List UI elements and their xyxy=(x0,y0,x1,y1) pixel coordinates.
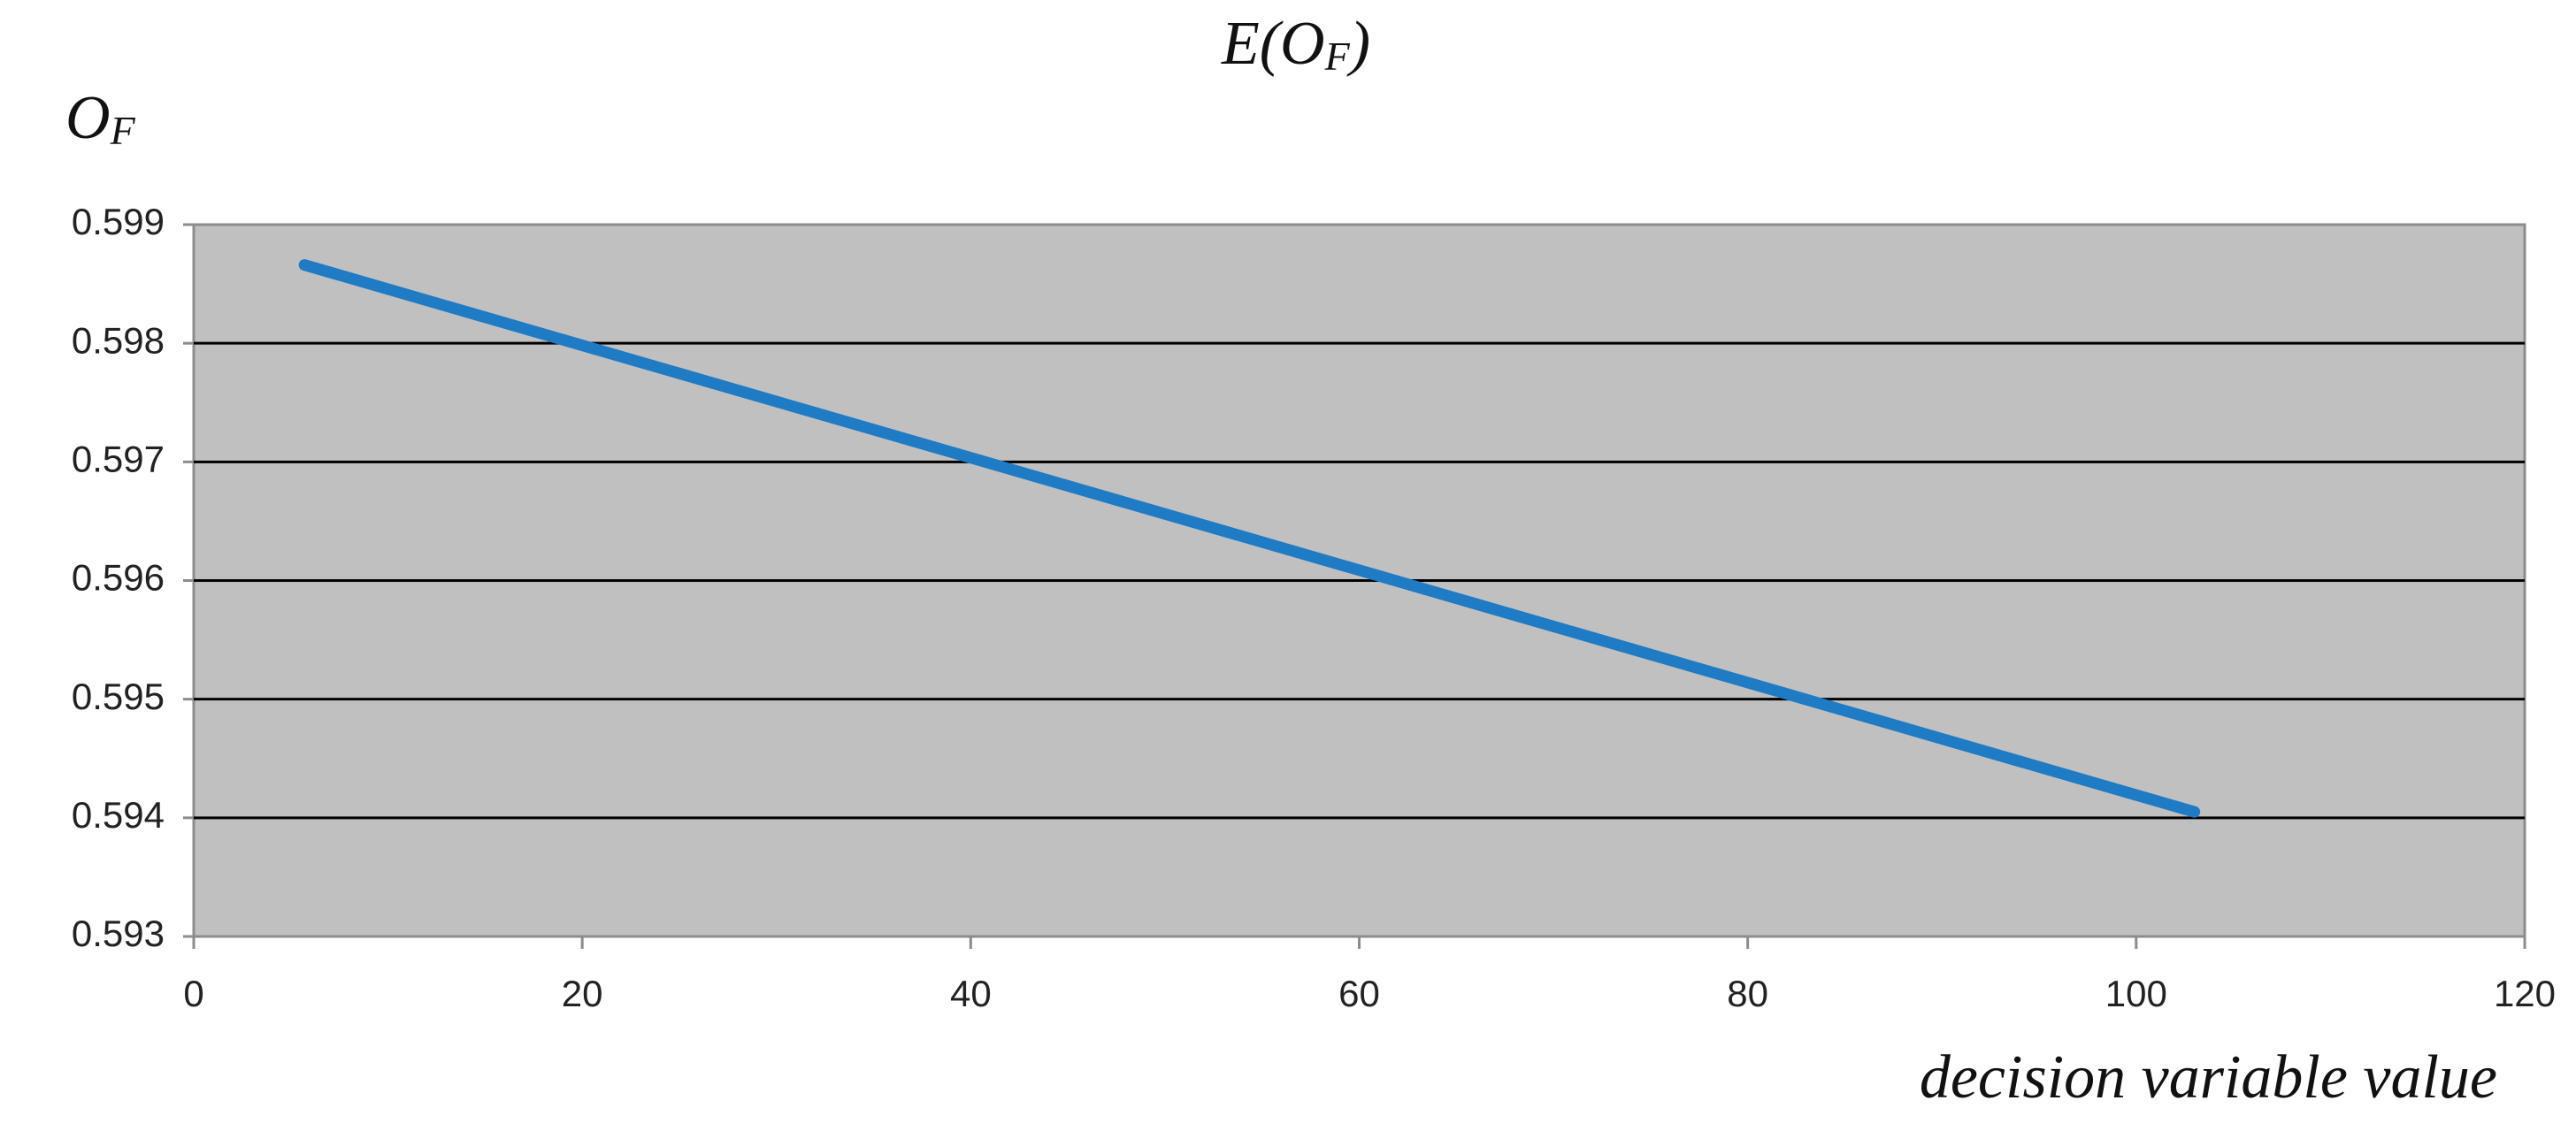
data-line xyxy=(298,259,2201,818)
x-axis-label: decision variable value xyxy=(1920,1043,2497,1112)
title-main: E(O xyxy=(1221,10,1325,78)
y-tick-label: 0.593 xyxy=(72,913,165,954)
x-tick-label: 100 xyxy=(2105,973,2167,1014)
y-axis-label: OF xyxy=(65,84,136,153)
y-label-main: O xyxy=(65,84,111,152)
y-tick-label: 0.598 xyxy=(72,319,165,361)
y-tick-label: 0.599 xyxy=(72,201,165,242)
x-tick-label: 80 xyxy=(1727,973,1768,1014)
x-tick-label: 0 xyxy=(183,973,203,1014)
x-tick-label: 20 xyxy=(562,973,603,1014)
x-tick-label: 60 xyxy=(1338,973,1380,1014)
title-end: ) xyxy=(1346,10,1370,78)
y-tick-label: 0.595 xyxy=(72,676,165,717)
y-tick-label: 0.597 xyxy=(72,438,165,479)
title-subscript: F xyxy=(1324,34,1351,79)
x-tick-label: 120 xyxy=(2494,973,2556,1014)
x-tick-label: 40 xyxy=(950,973,992,1014)
y-tick-label: 0.596 xyxy=(72,557,165,599)
y-tick-label: 0.594 xyxy=(72,794,165,836)
chart-title: E(OF) xyxy=(1221,10,1370,79)
y-label-subscript: F xyxy=(110,108,136,153)
